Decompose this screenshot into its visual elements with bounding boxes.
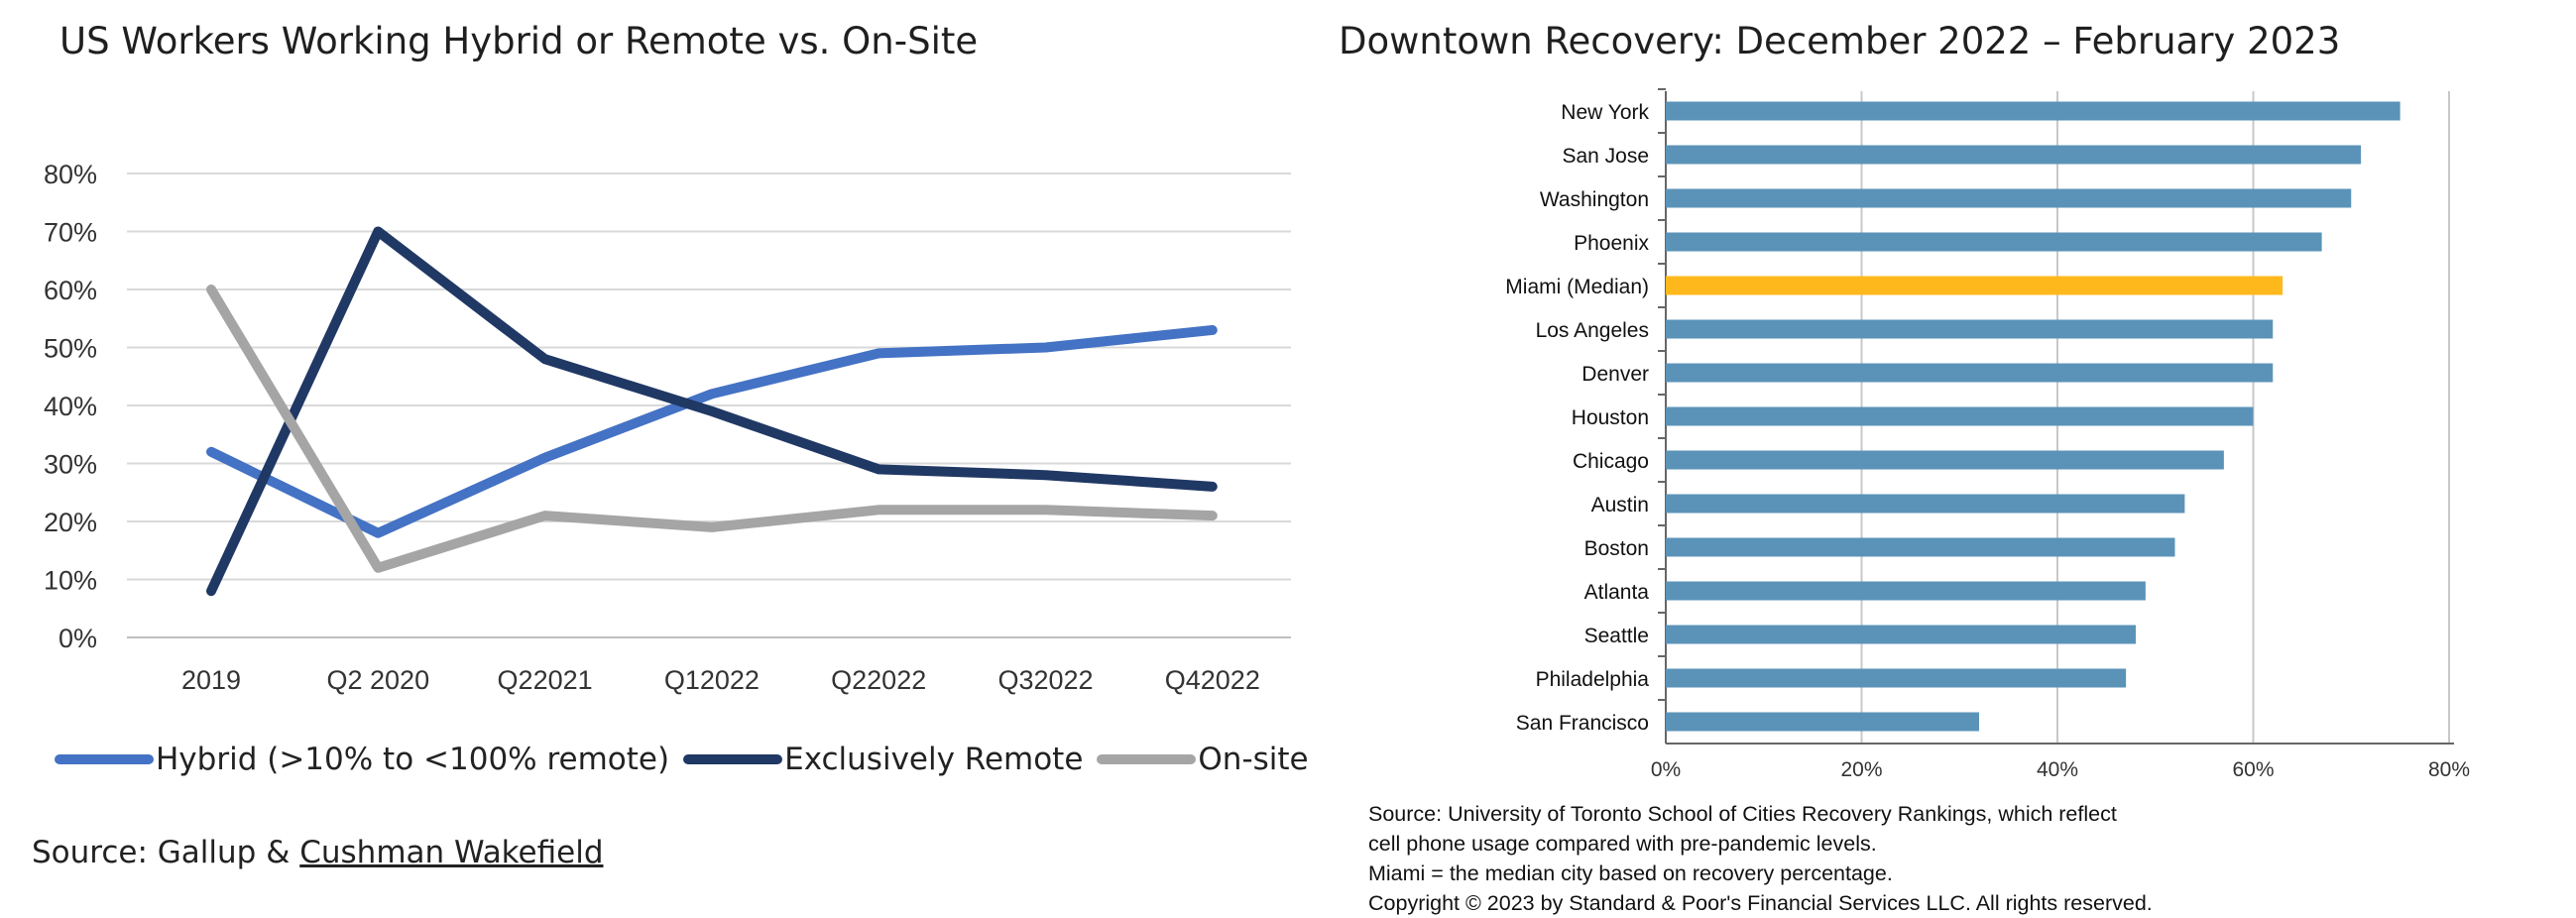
bar-category-label: Phoenix [1574,232,1649,255]
bar-chart: 0% 20% 40% 60% 80% New York San Jose Washington… [1505,88,2470,781]
bar-chart-notes: Source: University of Toronto School of … [1368,799,2153,918]
bar-category-label: San Francisco [1516,712,1649,735]
bar-category-label: Miami (Median) [1505,276,1649,298]
bar [1666,668,2127,688]
y-tick-label: 60% [44,276,97,305]
bar [1666,406,2254,426]
series-line-3 [206,285,1218,573]
legend-item: On-site [1097,742,1309,777]
bar [1666,581,2146,601]
bar [1666,276,2283,295]
bar-category-label: Seattle [1584,625,1649,647]
line-chart: 0% 10% 20% 30% 40% 50% 60% 70% 80% 2019 Q2 2020 Q22… [44,160,1291,695]
series-line-1 [206,324,1218,538]
y-tick-label: 70% [44,218,97,248]
bar-chart-title: Downtown Recovery: December 2022 – Febru… [1339,20,2341,62]
source-link[interactable]: Cushman Wakefield [299,835,604,870]
bar-category-label: Washington [1540,188,1649,211]
bar-category-label: Philadelphia [1536,668,1650,691]
note-line: Miami = the median city based on recover… [1368,861,1893,885]
y-tick-label: 0% [59,624,97,653]
bar [1666,188,2352,208]
series-line-2 [206,226,1218,597]
x-tick-label: 80% [2428,758,2470,781]
note-line: cell phone usage compared with pre-pande… [1368,832,1877,856]
x-tick-label: 20% [1840,758,1882,781]
bar [1666,712,1979,732]
note-line: Source: University of Toronto School of … [1368,802,2117,826]
bar-category-label: Denver [1581,363,1649,386]
bar [1666,145,2362,165]
legend-swatch [1097,754,1197,764]
legend-swatch [683,754,783,764]
x-tick-label: Q2 2020 [327,665,430,695]
legend-label: Hybrid (>10% to <100% remote) [156,742,670,777]
bar [1666,537,2175,557]
y-tick-label: 50% [44,334,97,364]
bar [1666,319,2274,339]
legend-item: Exclusively Remote [683,742,1083,777]
bar-category-label: Chicago [1573,450,1649,473]
note-line: Copyright © 2023 by Standard & Poor's Fi… [1368,891,2153,915]
x-tick-label: 0% [1651,758,1681,781]
x-tick-label: 2019 [181,665,241,695]
x-tick-label: Q32022 [997,665,1093,695]
bar-category-label: Boston [1584,537,1649,560]
x-tick-label: Q22021 [498,665,593,695]
x-tick-label: 60% [2232,758,2274,781]
bar [1666,363,2274,383]
bar-category-label: Atlanta [1584,581,1650,604]
hybrid-remote-chart-panel: US Workers Working Hybrid or Remote vs. … [32,20,1323,870]
line-chart-legend: Hybrid (>10% to <100% remote) Exclusively… [55,742,1323,777]
bar [1666,232,2322,252]
x-tick-label: Q42022 [1165,665,1260,695]
x-tick-label: Q12022 [664,665,760,695]
bar [1666,450,2224,470]
y-tick-label: 10% [44,566,97,596]
legend-label: Exclusively Remote [784,742,1084,777]
y-tick-label: 20% [44,508,97,537]
bar [1666,101,2400,121]
bar-category-label: New York [1561,101,1649,124]
bar [1666,625,2136,644]
bar-category-label: Austin [1591,494,1649,516]
bar-category-label: Los Angeles [1536,319,1649,342]
legend-swatch [55,754,154,764]
line-chart-title: US Workers Working Hybrid or Remote vs. … [59,20,979,62]
legend-label: On-site [1198,742,1309,777]
source-prefix: Source: Gallup & [32,835,300,870]
x-tick-label: 40% [2037,758,2078,781]
y-tick-label: 80% [44,160,97,189]
legend-item: Hybrid (>10% to <100% remote) [55,742,669,777]
line-chart-source: Source: Gallup & Cushman Wakefield [32,835,604,870]
bar-category-label: San Jose [1562,145,1649,168]
y-tick-label: 30% [44,450,97,480]
downtown-recovery-chart-panel: Downtown Recovery: December 2022 – Febru… [1329,0,2576,915]
bar [1666,494,2185,514]
x-tick-label: Q22022 [831,665,926,695]
y-tick-label: 40% [44,392,97,421]
bar-category-label: Houston [1572,406,1649,429]
